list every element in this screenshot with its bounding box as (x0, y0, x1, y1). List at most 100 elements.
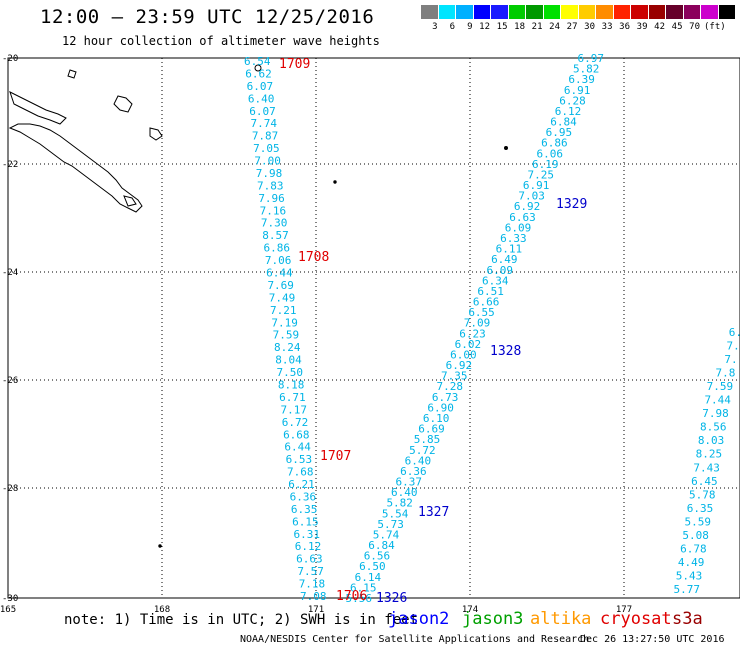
lat-tick-label: -24 (2, 268, 18, 278)
wave-height-value: 7.44 (704, 394, 731, 407)
wave-height-value: 5.82 (386, 497, 413, 510)
wave-height-value: 6.63 (296, 553, 323, 566)
wave-height-value: 7.83 (257, 179, 284, 192)
color-swatch (683, 5, 701, 19)
wave-height-value: 5.78 (689, 488, 716, 501)
wave-height-value: 6.55 (468, 306, 495, 319)
color-scale-label: 6 (449, 22, 455, 32)
wave-height-value: 8.04 (275, 354, 302, 367)
color-swatch (438, 5, 456, 19)
color-scale-label: 30 (584, 22, 595, 32)
wave-height-value: 6.15 (350, 581, 377, 594)
coastline-north (9, 91, 67, 125)
wave-height-value: 5.08 (682, 529, 709, 542)
wave-height-value: 6.11 (496, 243, 523, 256)
wave-height-value: 6. (729, 326, 740, 339)
wave-height-value: 7.35 (441, 370, 468, 383)
wave-height-value: 6.97 (578, 52, 605, 65)
wave-height-value: 6.44 (266, 267, 293, 280)
wave-height-value: 7.57 (297, 565, 324, 578)
wave-height-value: 7.03 (518, 190, 545, 203)
wave-height-value: 7.09 (464, 317, 491, 330)
wave-height-value: 6.91 (564, 84, 591, 97)
wave-height-value: 6.07 (247, 80, 274, 93)
wave-height-value: 5.74 (373, 528, 400, 541)
pass-number-label: 1329 (556, 197, 587, 212)
lon-tick-label: 168 (154, 605, 170, 615)
color-swatch (491, 5, 509, 19)
pass-number-label: 1708 (298, 250, 329, 265)
wave-height-value: 6.84 (368, 539, 395, 552)
island-dot-3 (333, 180, 337, 184)
color-scale-label: 33 (601, 22, 613, 32)
wave-height-value: 5.56 (346, 592, 373, 605)
color-scale-label: 15 (496, 22, 508, 32)
wave-height-value: 6.14 (355, 571, 382, 584)
pass-number-label: 1326 (376, 591, 407, 606)
wave-height-value: 7.06 (265, 254, 292, 267)
pass-number-label: 1706 (336, 589, 367, 604)
legend-s3a: s3a (672, 609, 703, 629)
color-swatch (578, 5, 596, 19)
lat-tick-label: -26 (2, 376, 18, 386)
pass-labels: 1709 1708 1707 1706 1329 1328 1327 1326 (279, 57, 587, 606)
wave-height-value: 6.90 (427, 401, 454, 414)
color-scale-label: 39 (636, 22, 648, 32)
wave-height-value: 4.49 (678, 556, 705, 569)
wave-height-value: 6.15 (292, 515, 319, 528)
wave-height-value: 7.25 (527, 168, 554, 181)
wave-height-value: 6.92 (514, 200, 541, 213)
wave-height-value: 6.37 (396, 476, 423, 489)
wave-height-value: 5.82 (573, 63, 600, 76)
wave-height-value: 8.56 (700, 421, 727, 434)
wave-height-value: 8.57 (262, 229, 289, 242)
color-scale-label: 24 (549, 22, 560, 32)
footer-note: note: 1) Time is in UTC; 2) SWH is in fe… (64, 612, 419, 628)
wave-height-value: 7.43 (693, 461, 720, 474)
wave-height-value: 6.62 (245, 67, 271, 80)
wave-height-value: 5.73 (377, 518, 404, 531)
wave-height-value: 6.45 (691, 475, 718, 488)
wave-height-value: 5.72 (409, 444, 436, 457)
wave-height-value: 7.30 (261, 217, 288, 230)
wave-height-value: 7.69 (267, 279, 294, 292)
wave-height-value: 6.10 (423, 412, 450, 425)
wave-height-value: 7.28 (436, 380, 463, 393)
color-scale-label: 45 (671, 22, 683, 32)
wave-height-value: 6.68 (283, 428, 310, 441)
axis-labels: 165 168 171 174 177 -20 -22 -24 -26 -28 -30 (0, 54, 632, 615)
wave-height-value: 7.49 (269, 291, 296, 304)
coastline (8, 64, 508, 548)
coastline-new-caledonia (8, 123, 143, 213)
wave-height-value: 6.54 (244, 55, 271, 68)
lat-tick-label: -30 (2, 594, 18, 604)
wave-height-value: 7.18 (299, 578, 326, 591)
wave-height-value: 6.71 (279, 391, 306, 404)
legend-cryosat: cryosat (600, 609, 672, 629)
wave-height-value: 6.23 (459, 327, 486, 340)
wave-height-value: 6.72 (282, 416, 309, 429)
wave-height-value: 6.86 (541, 137, 568, 150)
wave-height-value: 8.18 (278, 378, 305, 391)
wave-height-value: 5.43 (676, 569, 703, 582)
wave-height-value: 6.49 (491, 253, 518, 266)
wave-height-value: 6.31 (293, 528, 320, 541)
coastline-loyalty-1 (113, 95, 133, 113)
coastline-loyalty-3 (67, 69, 77, 79)
color-scale-label: 27 (566, 22, 578, 32)
color-swatch (508, 5, 526, 19)
wave-height-value: 5.85 (414, 433, 441, 446)
wave-height-value: 6.63 (509, 211, 536, 224)
color-swatch (718, 5, 736, 19)
wave-height-value: 7.17 (280, 403, 307, 416)
wave-height-value: 7.96 (258, 192, 285, 205)
track-left: 6.546.626.076.406.077.747.877.057.007.98… (244, 55, 327, 603)
island-dot-2 (504, 146, 508, 150)
wave-height-value: 7.50 (277, 366, 304, 379)
color-swatch (648, 5, 666, 19)
color-swatch (666, 5, 684, 19)
map-frame (7, 57, 740, 599)
pass-number-label: 1327 (418, 505, 449, 520)
wave-height-value: 6.28 (559, 94, 586, 107)
